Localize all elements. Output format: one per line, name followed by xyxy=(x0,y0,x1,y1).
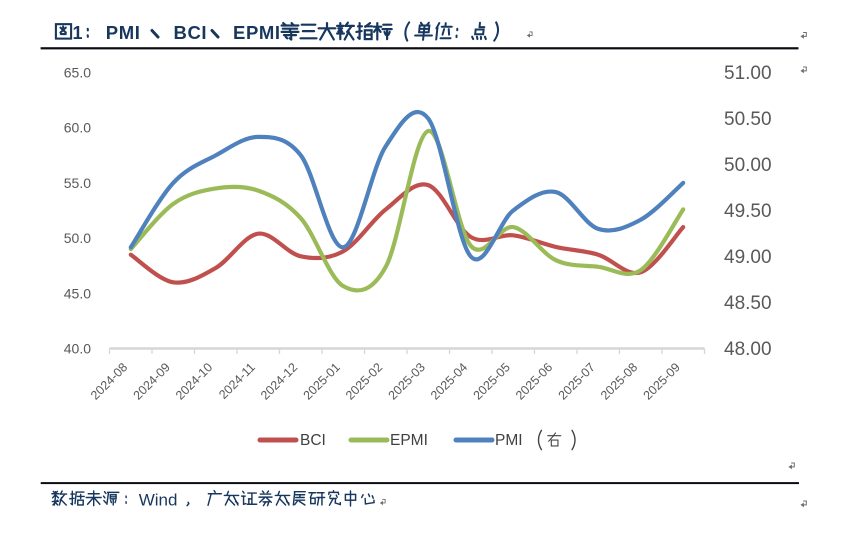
svg-text:48.50: 48.50 xyxy=(724,293,772,314)
svg-text:45.0: 45.0 xyxy=(64,285,91,301)
svg-text:BCI: BCI xyxy=(174,22,208,43)
svg-text:Wind: Wind xyxy=(139,491,178,510)
svg-text:1: 1 xyxy=(73,23,83,43)
svg-text:EPMI: EPMI xyxy=(390,432,428,449)
svg-text:BCI: BCI xyxy=(300,432,326,449)
svg-text:50.50: 50.50 xyxy=(724,109,772,130)
svg-text:55.0: 55.0 xyxy=(64,175,91,191)
svg-text:51.00: 51.00 xyxy=(724,63,772,84)
svg-text:49.00: 49.00 xyxy=(724,247,772,268)
svg-text:65.0: 65.0 xyxy=(64,65,91,81)
svg-text:50.0: 50.0 xyxy=(64,230,91,246)
svg-text:40.0: 40.0 xyxy=(64,341,91,357)
svg-text:EPMI: EPMI xyxy=(233,22,281,43)
svg-text:60.0: 60.0 xyxy=(64,120,91,136)
svg-text:48.00: 48.00 xyxy=(724,339,772,360)
svg-text:PMI: PMI xyxy=(106,22,141,43)
svg-text:PMI: PMI xyxy=(495,432,523,449)
svg-text:50.00: 50.00 xyxy=(724,155,772,176)
svg-text:49.50: 49.50 xyxy=(724,201,772,222)
